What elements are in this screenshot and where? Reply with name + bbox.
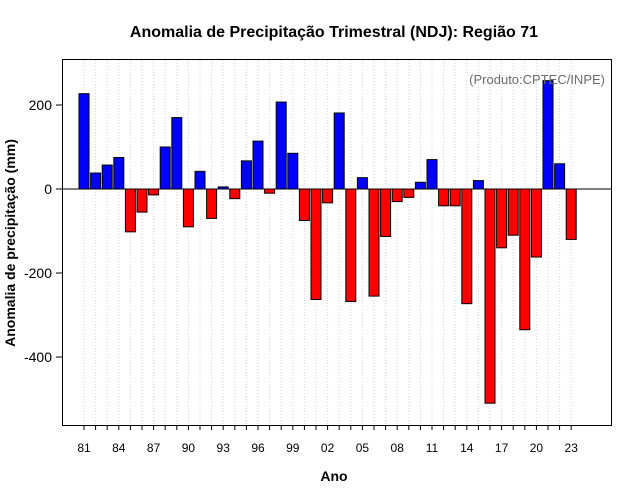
y-tick-label: 0 <box>44 181 52 197</box>
x-tick-label: 81 <box>77 441 91 455</box>
y-axis: -400 -200 0 200 <box>24 97 62 365</box>
bar-06 <box>368 188 380 297</box>
bar-05 <box>356 177 368 190</box>
bar-82 <box>90 172 102 190</box>
bar-10 <box>414 181 426 190</box>
bar-01 <box>310 188 322 300</box>
y-tick-label: -400 <box>24 349 52 365</box>
x-tick-label: 87 <box>147 441 161 455</box>
bar-22 <box>554 163 566 190</box>
bar-95 <box>240 160 252 190</box>
bar-07 <box>380 188 392 237</box>
x-axis: 81 84 87 90 93 96 99 02 05 08 11 14 17 20 23 <box>77 425 578 455</box>
bar-03 <box>333 112 345 190</box>
bar-08 <box>391 188 403 203</box>
y-axis-label: Anomalia de precipitação (mm) <box>2 139 18 347</box>
bar-17 <box>496 188 508 249</box>
bar-02 <box>322 188 334 204</box>
x-tick-label: 08 <box>391 441 405 455</box>
x-tick-label: 11 <box>426 441 439 455</box>
bar-20 <box>530 188 542 258</box>
bar-98 <box>275 101 287 190</box>
x-tick-label: 96 <box>251 441 265 455</box>
bar-83 <box>101 164 113 190</box>
x-tick-label: 05 <box>356 441 370 455</box>
bar-21 <box>542 80 554 190</box>
bar-04 <box>345 188 357 303</box>
bar-81 <box>78 93 90 190</box>
x-tick-label: 93 <box>217 441 231 455</box>
bar-12 <box>438 188 450 207</box>
plot-area <box>62 59 612 426</box>
bar-89 <box>171 117 183 190</box>
bar-86 <box>136 188 148 213</box>
bar-16 <box>484 188 496 404</box>
bar-13 <box>449 188 461 207</box>
bar-14 <box>461 188 473 305</box>
bar-11 <box>426 159 438 190</box>
x-tick-label: 84 <box>112 441 126 455</box>
chart-title: Anomalia de Precipitação Trimestral (NDJ… <box>130 24 538 41</box>
bar-84 <box>113 157 125 190</box>
bar-90 <box>182 188 194 228</box>
grid <box>83 60 572 424</box>
bar-96 <box>252 140 264 190</box>
bar-88 <box>159 146 171 190</box>
bar-18 <box>507 188 519 236</box>
y-tick-label: -200 <box>24 265 52 281</box>
x-tick-label: 99 <box>286 441 300 455</box>
bar-99 <box>287 152 299 190</box>
bar-19 <box>519 188 531 331</box>
y-tick-label: 200 <box>29 97 53 113</box>
bar-23 <box>565 188 577 240</box>
x-axis-label: Ano <box>320 468 347 484</box>
x-tick-label: 90 <box>182 441 196 455</box>
bar-94 <box>229 188 241 200</box>
x-tick-label: 14 <box>460 441 474 455</box>
x-tick-label: 23 <box>565 441 579 455</box>
bar-91 <box>194 170 206 190</box>
bar-97 <box>264 188 276 194</box>
bar-87 <box>148 188 160 196</box>
bar-15 <box>472 180 484 190</box>
bar-09 <box>403 188 415 198</box>
x-tick-label: 17 <box>495 441 509 455</box>
bar-85 <box>124 188 136 233</box>
x-tick-label: 02 <box>321 441 335 455</box>
bar-00 <box>298 188 310 221</box>
product-credit: (Produto:CPTEC/INPE) <box>469 72 605 87</box>
bar-92 <box>206 188 218 219</box>
x-tick-label: 20 <box>530 441 544 455</box>
